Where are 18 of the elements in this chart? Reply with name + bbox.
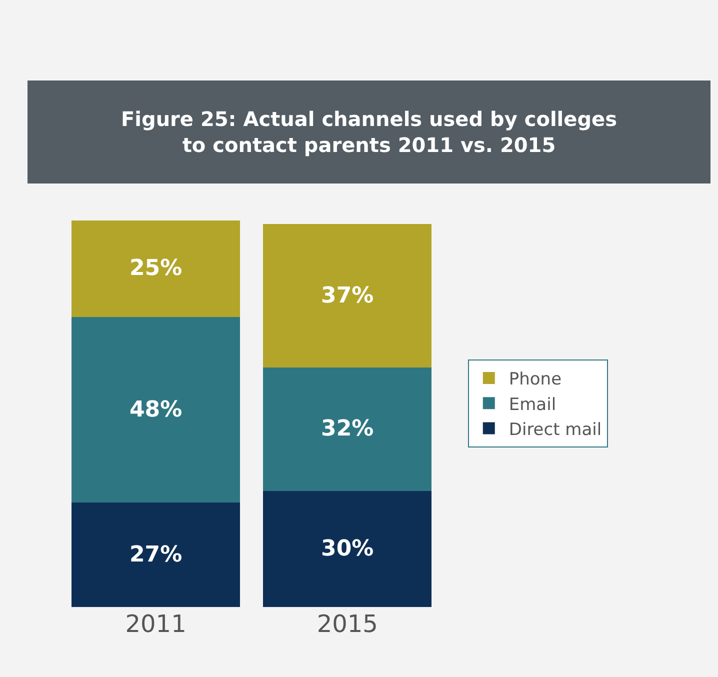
legend-label: Direct mail [508, 420, 602, 440]
legend-label: Email [508, 394, 556, 415]
bar [71, 502, 240, 607]
bar [263, 367, 432, 492]
legend-label: Phone [508, 370, 562, 390]
x-tick-label: 2015 [316, 610, 378, 638]
chart-title: Figure 25: Actual channels used by colleges to contact parents 2011 vs. 2015 [120, 107, 618, 157]
data-label: 25% [129, 256, 182, 282]
data-label: 32% [321, 416, 374, 442]
bar [263, 491, 432, 607]
data-label: 48% [129, 397, 182, 422]
data-label: 27% [129, 542, 182, 568]
bar [263, 224, 432, 368]
data-label: 30% [321, 536, 374, 562]
bar [71, 220, 240, 318]
bar [71, 317, 240, 503]
x-tick-label: 2011 [125, 610, 186, 638]
data-label: 37% [321, 283, 374, 308]
